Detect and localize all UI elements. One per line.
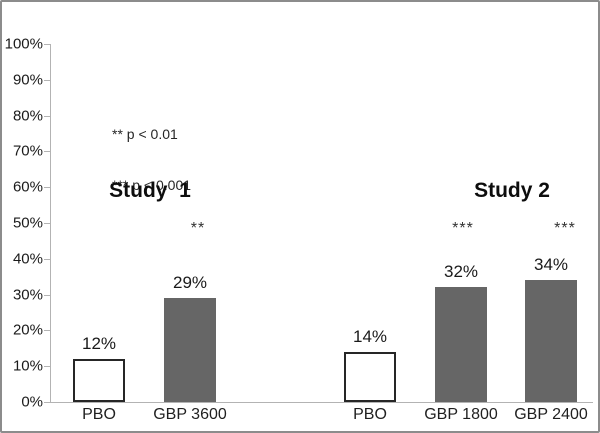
x-axis-category-label: PBO	[353, 406, 387, 423]
y-axis-tick	[44, 294, 50, 296]
y-axis-tick-label: 0%	[21, 393, 43, 411]
y-axis-tick-label: 40%	[12, 250, 43, 268]
significance-marker: ***	[452, 220, 474, 237]
significance-marker: **	[190, 220, 206, 237]
bar-value-label: 12%	[81, 334, 117, 354]
y-axis-tick	[44, 115, 50, 117]
bar-gbp-1800	[435, 287, 487, 402]
p-value-legend: ** p < 0.01 *** p < 0.001	[112, 92, 191, 228]
bar-value-label: 34%	[533, 255, 569, 275]
y-axis-tick-label: 90%	[12, 71, 43, 89]
legend-line-2: *** p < 0.001	[112, 177, 192, 193]
y-axis-tick-label: 100%	[4, 35, 43, 53]
bar-value-label: 32%	[443, 262, 479, 282]
bar-value-label: 29%	[172, 273, 208, 293]
x-axis-line	[50, 402, 593, 403]
y-axis-tick-label: 30%	[12, 286, 43, 304]
bar-value-label: 14%	[352, 326, 388, 346]
bar-gbp-3600	[164, 298, 216, 402]
bar-gbp-2400	[525, 280, 577, 402]
y-axis-tick	[44, 366, 50, 368]
y-axis-tick	[44, 44, 50, 45]
y-axis-tick	[44, 223, 50, 224]
x-axis-category-label: PBO	[82, 406, 116, 423]
y-axis-tick-label: 20%	[12, 321, 43, 339]
y-axis-tick-label: 50%	[12, 214, 43, 232]
bar-pbo	[73, 359, 125, 402]
significance-marker: ***	[554, 220, 576, 237]
y-axis-line	[50, 44, 51, 403]
study-1-title: Study 1	[109, 179, 191, 202]
y-axis-tick	[44, 79, 50, 81]
legend-line-1: ** p < 0.01	[112, 126, 178, 142]
y-axis-tick-label: 70%	[12, 142, 43, 160]
y-axis-tick	[44, 402, 50, 403]
y-axis-tick	[44, 151, 50, 153]
y-axis-tick	[44, 258, 50, 260]
y-axis-tick	[44, 330, 50, 332]
study-2-title: Study 2	[474, 179, 550, 202]
bar-pbo	[344, 351, 396, 402]
x-axis-category-label: GBP 1800	[424, 406, 498, 423]
x-axis-category-label: GBP 3600	[153, 406, 227, 423]
y-axis-tick-label: 60%	[12, 178, 43, 196]
x-axis-category-label: GBP 2400	[514, 406, 588, 423]
y-axis-tick-label: 10%	[12, 357, 43, 375]
y-axis-tick-label: 80%	[12, 107, 43, 125]
y-axis-tick	[44, 187, 50, 189]
